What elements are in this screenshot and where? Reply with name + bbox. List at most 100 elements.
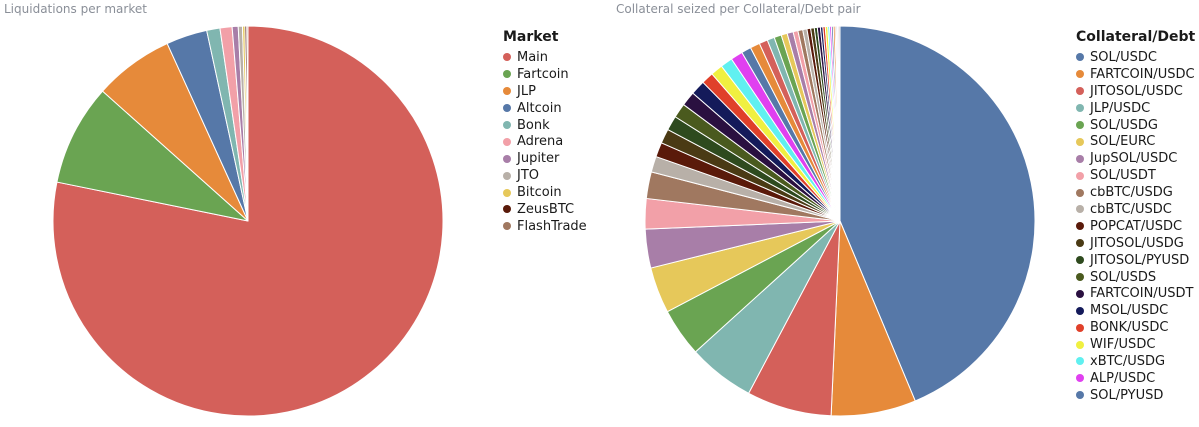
legend-label: POPCAT/USDC (1090, 218, 1183, 234)
legend-swatch (1076, 323, 1084, 332)
legend-swatch (503, 53, 511, 62)
legend-swatch (1076, 53, 1084, 62)
legend-swatch (1076, 239, 1084, 248)
legend-label: JLP (517, 83, 536, 99)
legend-items: SOL/USDC FARTCOIN/USDC JITOSOL/USDC JLP/USD… (1076, 49, 1195, 404)
legend-item-jupiter: Jupiter (503, 150, 587, 167)
legend-item-sol-pyusd: SOL/PYUSD (1076, 387, 1195, 404)
legend-swatch (1076, 70, 1084, 79)
legend-item-sol-usdg: SOL/USDG (1076, 117, 1195, 134)
legend-swatch (1076, 205, 1084, 214)
legend-swatch (503, 70, 511, 79)
legend-item-sol-eurc: SOL/EURC (1076, 133, 1195, 150)
legend-swatch (1076, 188, 1084, 197)
legend-item-xbtc-usdg: xBTC/USDG (1076, 353, 1195, 370)
legend-swatch (1076, 374, 1084, 383)
legend-item-sol-usdc: SOL/USDC (1076, 49, 1195, 66)
legend-swatch (1076, 357, 1084, 366)
legend-label: cbBTC/USDC (1090, 201, 1172, 217)
legend-swatch (503, 121, 511, 129)
legend-swatch (503, 188, 511, 197)
legend-item-sol-usdt: SOL/USDT (1076, 167, 1195, 184)
legend-item-zeusbtc: ZeusBTC (503, 201, 587, 218)
collateral-pie-panel: Collateral seized per Collateral/Debt pa… (600, 0, 1199, 427)
legend-item-jitosol-usdg: JITOSOL/USDG (1076, 235, 1195, 252)
legend-swatch (1076, 121, 1084, 129)
legend-swatch (1076, 87, 1084, 96)
legend-item-alp-usdc: ALP/USDC (1076, 370, 1195, 387)
legend-label: Adrena (517, 134, 564, 150)
legend-swatch (1076, 391, 1084, 400)
legend-item-bonk: Bonk (503, 117, 587, 134)
legend-label: xBTC/USDG (1090, 353, 1166, 369)
legend-item-cbbtc-usdg: cbBTC/USDG (1076, 184, 1195, 201)
legend-swatch (503, 154, 511, 163)
legend-swatch (1076, 137, 1084, 146)
market-pie-chart (52, 25, 444, 417)
pie-slice-fartcoin (56, 90, 249, 222)
legend-item-popcat-usdc: POPCAT/USDC (1076, 218, 1195, 235)
legend-label: ZeusBTC (517, 201, 575, 217)
collateral-legend: Collateral/Debt SOL/USDC FARTCOIN/USDC JIT… (1076, 29, 1195, 404)
legend-label: SOL/EURC (1090, 134, 1156, 150)
legend-item-jitosol-usdc: JITOSOL/USDC (1076, 83, 1195, 100)
legend-item-jupsol-usdc: JupSOL/USDC (1076, 150, 1195, 167)
legend-swatch (1076, 340, 1084, 349)
pie-slice-sol-usdc (839, 25, 1036, 402)
chart-title: Liquidations per market (4, 2, 147, 16)
legend-label: JupSOL/USDC (1090, 151, 1178, 167)
legend-item-main: Main (503, 49, 587, 66)
legend-title: Market (503, 29, 559, 45)
legend-label: Bonk (517, 117, 550, 133)
legend-swatch (1076, 154, 1084, 163)
legend-swatch (1076, 104, 1084, 113)
legend-item-bonk-usdc: BONK/USDC (1076, 319, 1195, 336)
legend-label: JITOSOL/USDG (1090, 235, 1184, 251)
legend-item-jto: JTO (503, 167, 587, 184)
legend-label: BONK/USDC (1090, 320, 1169, 336)
legend-label: FARTCOIN/USDT (1090, 286, 1194, 302)
legend-label: JTO (517, 168, 540, 184)
legend-item-adrena: Adrena (503, 133, 587, 150)
pie-slice-flashtrade (246, 25, 249, 222)
legend-swatch (503, 104, 511, 113)
legend-swatch (1076, 222, 1084, 231)
legend-item-cbbtc-usdc: cbBTC/USDC (1076, 201, 1195, 218)
legend-title: Collateral/Debt (1076, 29, 1196, 45)
legend-label: JITOSOL/USDC (1090, 83, 1183, 99)
legend-item-fartcoin: Fartcoin (503, 66, 587, 83)
legend-label: Altcoin (517, 100, 562, 116)
legend-item-jlp: JLP (503, 83, 587, 100)
legend-swatch (503, 87, 511, 96)
legend-label: Fartcoin (517, 66, 569, 82)
legend-item-jlp-usdc: JLP/USDC (1076, 100, 1195, 117)
chart-title: Collateral seized per Collateral/Debt pa… (616, 2, 861, 16)
collateral-pie-chart (644, 25, 1036, 417)
legend-label: cbBTC/USDG (1090, 185, 1173, 201)
legend-item-jitosol-pyusd: JITOSOL/PYUSD (1076, 252, 1195, 269)
legend-label: JLP/USDC (1090, 100, 1151, 116)
legend-label: SOL/USDC (1090, 49, 1157, 65)
legend-item-flashtrade: FlashTrade (503, 218, 587, 235)
pie-slice-other-44 (838, 25, 841, 222)
legend-swatch (1076, 306, 1084, 315)
legend-label: FlashTrade (517, 218, 587, 234)
market-legend: Market Main Fartcoin JLP Altcoin Bonk Adrena J… (503, 29, 587, 235)
legend-label: SOL/PYUSD (1090, 387, 1164, 403)
legend-swatch (1076, 256, 1084, 265)
legend-item-msol-usdc: MSOL/USDC (1076, 302, 1195, 319)
legend-swatch (503, 137, 511, 146)
legend-swatch (503, 171, 511, 180)
legend-item-fartcoin-usdc: FARTCOIN/USDC (1076, 66, 1195, 83)
legend-label: SOL/USDS (1090, 269, 1157, 285)
legend-item-sol-usds: SOL/USDS (1076, 269, 1195, 286)
market-pie-panel: Liquidations per market Market Main Fartc… (4, 2, 587, 417)
legend-label: SOL/USDG (1090, 117, 1158, 133)
legend-label: SOL/USDT (1090, 168, 1156, 184)
legend-label: WIF/USDC (1090, 337, 1156, 353)
legend-label: Main (517, 49, 549, 65)
legend-swatch (1076, 273, 1084, 282)
legend-swatch (1076, 289, 1084, 298)
legend-swatch (503, 222, 511, 231)
legend-swatch (503, 205, 511, 214)
